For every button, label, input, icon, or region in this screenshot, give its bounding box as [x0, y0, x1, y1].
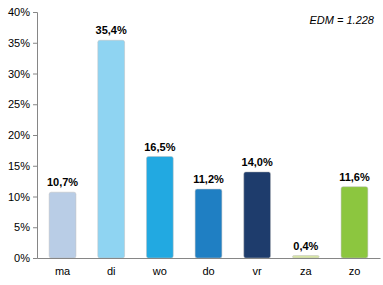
y-tick-label: 30%	[8, 68, 30, 80]
y-tick: 20%	[8, 129, 37, 141]
y-tick: 30%	[8, 68, 37, 80]
y-tick: 15%	[8, 160, 37, 172]
y-tick-label: 35%	[8, 37, 30, 49]
x-tick: ma	[55, 258, 71, 277]
x-tick-label: zo	[349, 265, 361, 277]
bar	[244, 172, 271, 258]
x-tick-label: vr	[253, 265, 263, 277]
y-tick: 10%	[8, 191, 37, 203]
y-tick-mark	[33, 135, 37, 136]
bar	[341, 187, 368, 258]
x-tick: di	[107, 258, 116, 277]
x-tick: wo	[152, 258, 167, 277]
data-label: 14,0%	[242, 156, 273, 168]
x-tick: do	[202, 258, 214, 277]
data-label: 35,4%	[96, 24, 127, 36]
y-tick-label: 10%	[8, 191, 30, 203]
y-tick-label: 25%	[8, 98, 30, 110]
y-axis-line	[33, 13, 38, 259]
y-tick-mark	[33, 104, 37, 105]
y-tick-label: 5%	[14, 221, 30, 233]
y-tick-mark	[33, 12, 37, 13]
y-tick: 0%	[14, 252, 37, 264]
x-tick-label: ma	[55, 265, 71, 277]
y-tick-mark	[33, 227, 37, 228]
bar	[146, 157, 173, 258]
y-tick-label: 15%	[8, 160, 30, 172]
y-tick: 40%	[8, 6, 37, 18]
annotation: EDM = 1.228	[309, 14, 374, 26]
data-labels: 10,7% 35,4% 16,5% 11,2% 14,0% 0,4% 11,6%	[47, 24, 370, 251]
x-tick-label: di	[107, 265, 116, 277]
x-tick: zo	[349, 258, 361, 277]
x-axis: ma di wo do vr za zo	[38, 258, 381, 277]
y-tick: 5%	[14, 221, 37, 233]
x-tick-label: wo	[152, 265, 167, 277]
y-tick: 35%	[8, 37, 37, 49]
y-tick-mark	[33, 43, 37, 44]
data-label: 0,4%	[293, 240, 318, 252]
bar	[195, 189, 222, 258]
x-tick: za	[300, 258, 313, 277]
chart: 0% 5% 10% 15% 20% 25% 30% 35% 40% ma di wo do vr za zo 1…	[0, 0, 383, 285]
y-tick-label: 20%	[8, 129, 30, 141]
x-tick-label: za	[300, 265, 313, 277]
bar	[98, 40, 125, 258]
x-tick-label: do	[202, 265, 214, 277]
data-label: 11,6%	[339, 171, 370, 183]
data-label: 11,2%	[193, 173, 224, 185]
x-axis-line	[38, 258, 381, 259]
y-tick-mark	[33, 166, 37, 167]
bar	[49, 192, 76, 258]
data-label: 10,7%	[47, 176, 78, 188]
bar	[292, 256, 319, 258]
y-tick-mark	[33, 74, 37, 75]
y-tick-label: 0%	[14, 252, 30, 264]
data-label: 16,5%	[144, 141, 175, 153]
y-tick-label: 40%	[8, 6, 30, 18]
y-tick: 25%	[8, 98, 37, 110]
y-tick-mark	[33, 258, 37, 259]
bars	[49, 40, 368, 258]
x-tick: vr	[253, 258, 263, 277]
y-tick-mark	[33, 197, 37, 198]
y-axis: 0% 5% 10% 15% 20% 25% 30% 35% 40%	[8, 6, 38, 264]
